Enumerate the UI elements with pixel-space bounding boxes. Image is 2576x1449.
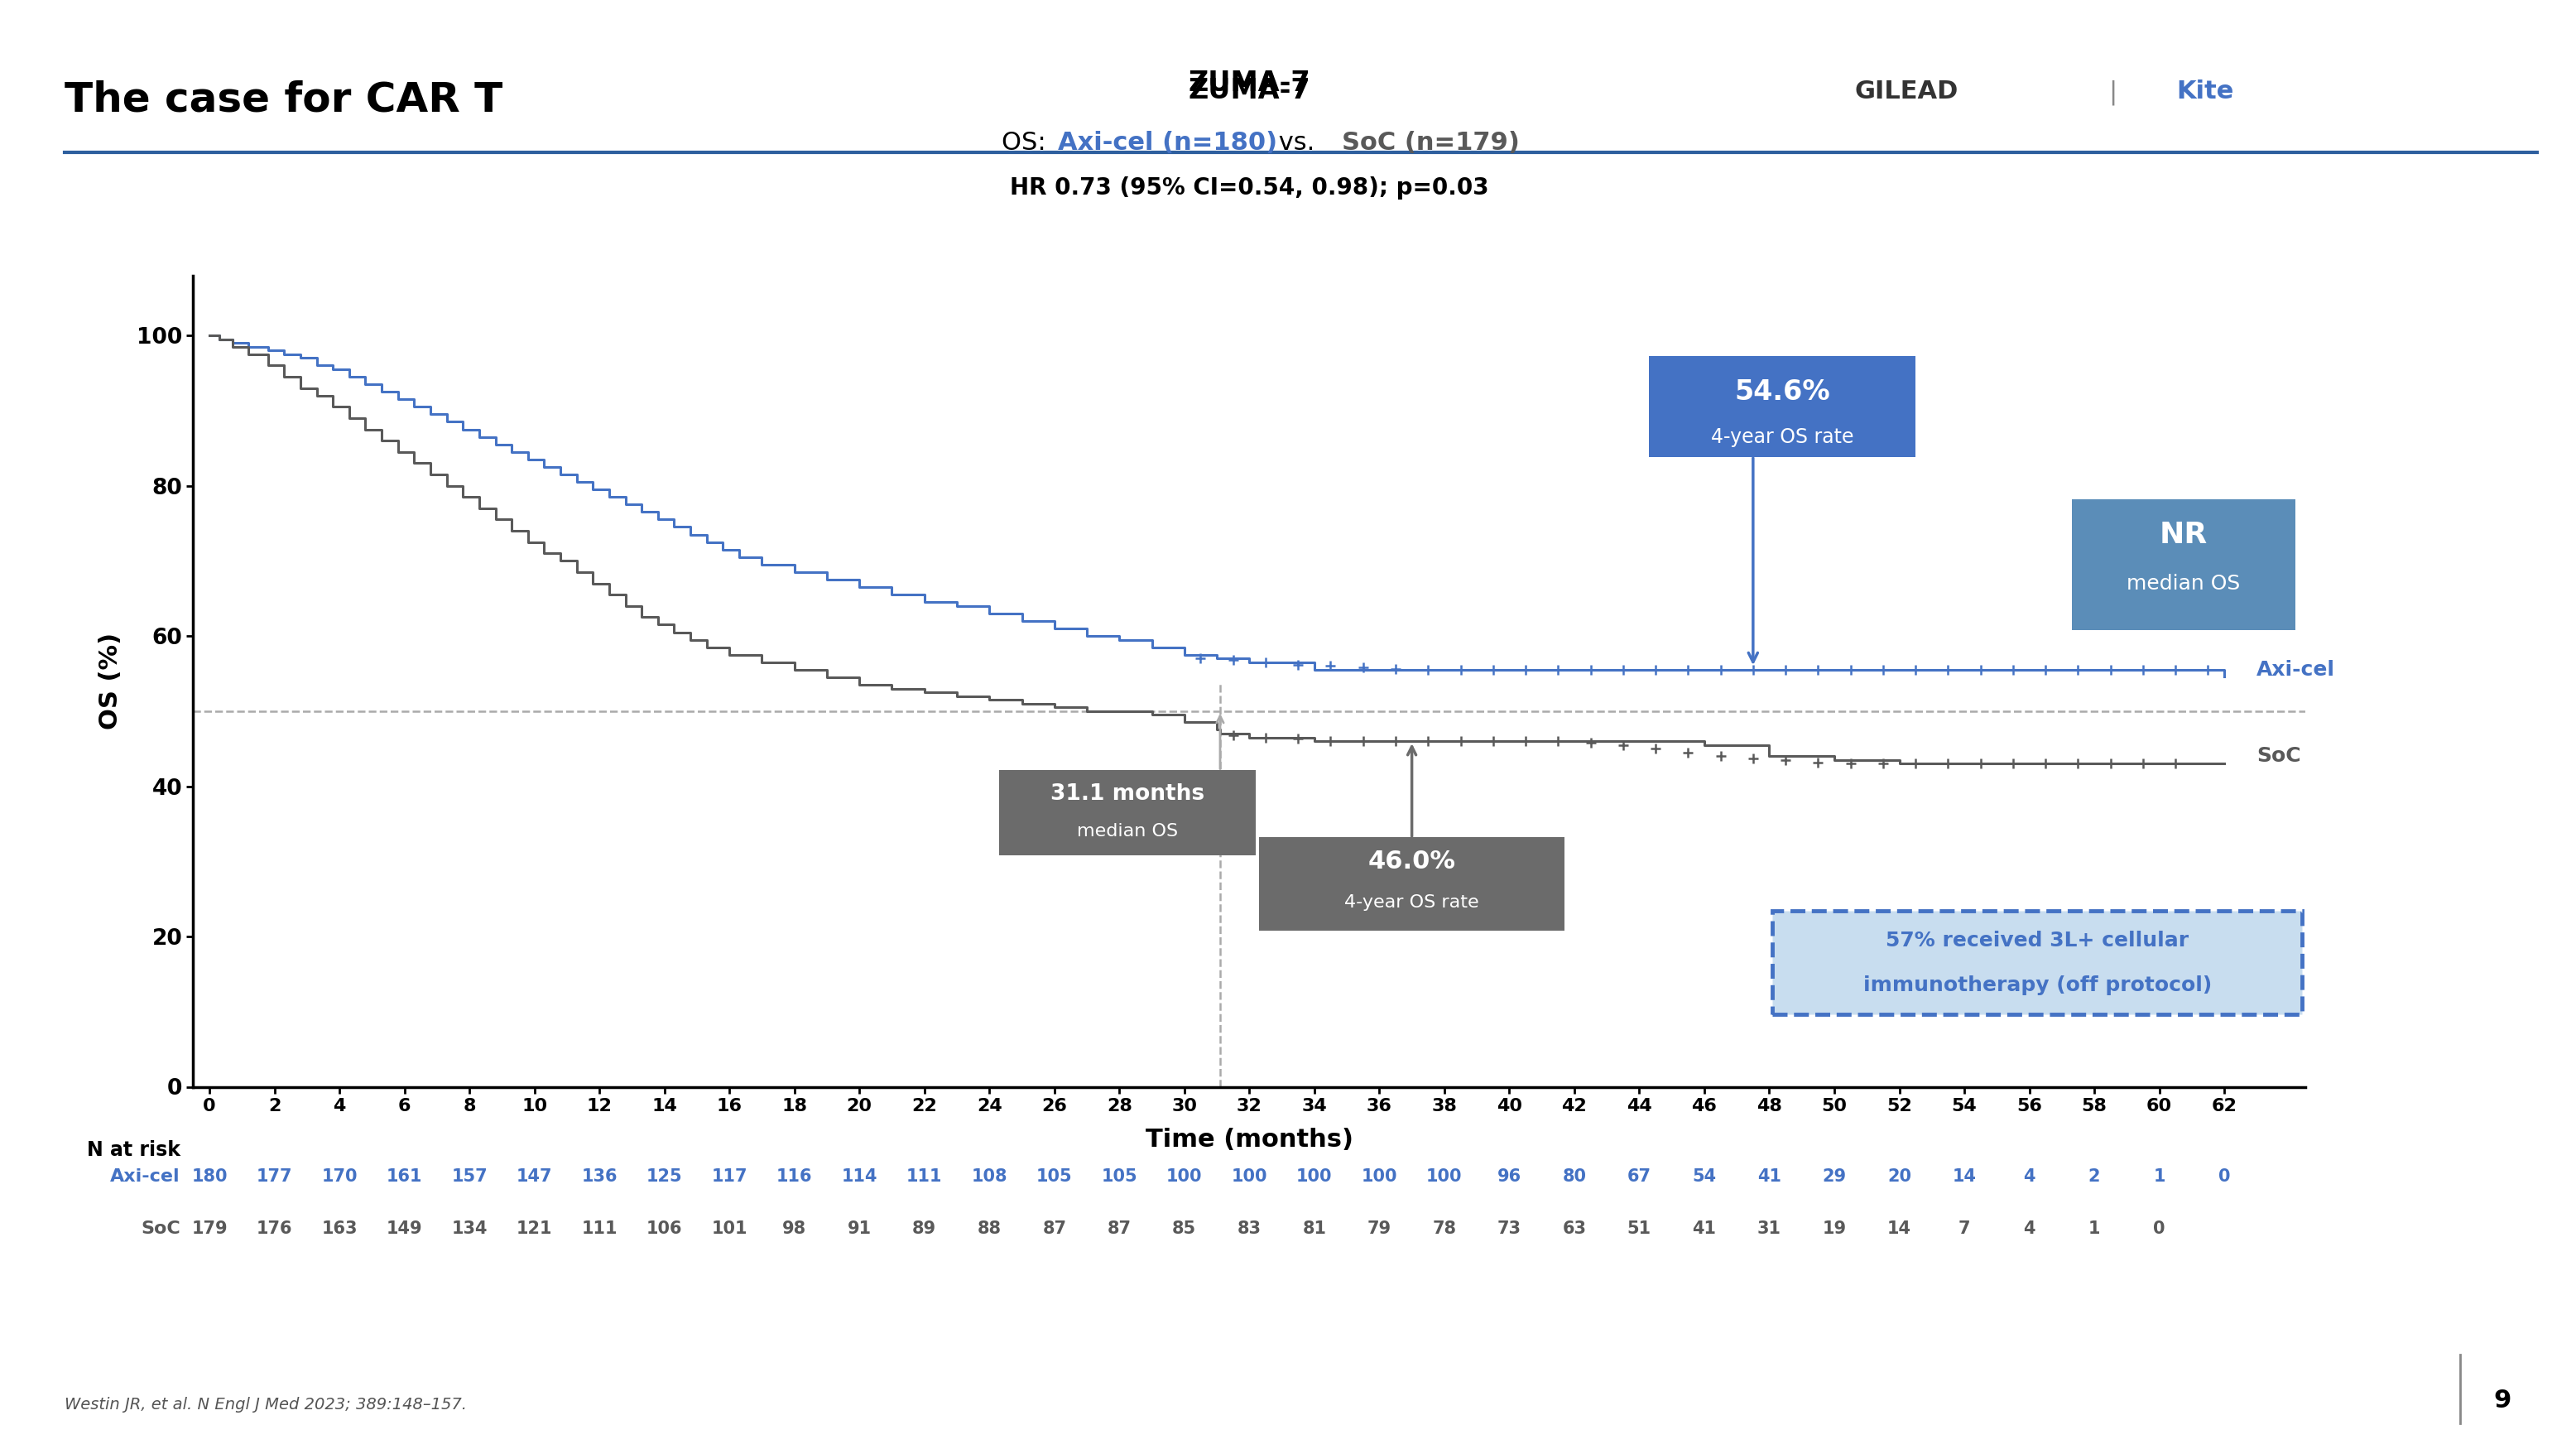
Text: 100: 100 bbox=[1167, 1168, 1203, 1185]
Text: 67: 67 bbox=[1628, 1168, 1651, 1185]
Text: Kite: Kite bbox=[2177, 80, 2233, 104]
Text: 100: 100 bbox=[1296, 1168, 1332, 1185]
Text: 14: 14 bbox=[1953, 1168, 1976, 1185]
Text: OS:: OS: bbox=[1002, 130, 1054, 155]
Text: HR 0.73 (95% CI=0.54, 0.98); p=0.03: HR 0.73 (95% CI=0.54, 0.98); p=0.03 bbox=[1010, 177, 1489, 200]
FancyBboxPatch shape bbox=[999, 769, 1257, 855]
Text: 111: 111 bbox=[582, 1220, 618, 1237]
Text: 41: 41 bbox=[1692, 1220, 1716, 1237]
Text: 100: 100 bbox=[1231, 1168, 1267, 1185]
Text: 170: 170 bbox=[322, 1168, 358, 1185]
Text: vs.: vs. bbox=[1270, 130, 1321, 155]
Text: 4-year OS rate: 4-year OS rate bbox=[1345, 894, 1479, 911]
Text: 106: 106 bbox=[647, 1220, 683, 1237]
Text: 80: 80 bbox=[1561, 1168, 1587, 1185]
Text: 0: 0 bbox=[2154, 1220, 2166, 1237]
Text: 88: 88 bbox=[976, 1220, 1002, 1237]
Text: SoC: SoC bbox=[142, 1220, 180, 1237]
Text: 19: 19 bbox=[1821, 1220, 1847, 1237]
Text: 125: 125 bbox=[647, 1168, 683, 1185]
Text: Axi-cel: Axi-cel bbox=[111, 1168, 180, 1185]
FancyBboxPatch shape bbox=[1772, 911, 2303, 1014]
Text: 136: 136 bbox=[582, 1168, 618, 1185]
Text: 105: 105 bbox=[1103, 1168, 1139, 1185]
Text: GILEAD: GILEAD bbox=[1855, 80, 1958, 104]
Text: The case for CAR T: The case for CAR T bbox=[64, 80, 502, 119]
Text: 111: 111 bbox=[907, 1168, 943, 1185]
Text: 81: 81 bbox=[1303, 1220, 1327, 1237]
Text: 177: 177 bbox=[258, 1168, 294, 1185]
Text: 1: 1 bbox=[2154, 1168, 2166, 1185]
Text: 31: 31 bbox=[1757, 1220, 1783, 1237]
Text: Axi-cel (n=180): Axi-cel (n=180) bbox=[1059, 130, 1278, 155]
Text: median OS: median OS bbox=[2128, 574, 2241, 593]
Text: 54.6%: 54.6% bbox=[1734, 378, 1829, 406]
Text: 101: 101 bbox=[711, 1220, 747, 1237]
Text: 89: 89 bbox=[912, 1220, 938, 1237]
Text: 96: 96 bbox=[1497, 1168, 1522, 1185]
Text: SoC (n=179): SoC (n=179) bbox=[1342, 130, 1520, 155]
Text: N at risk: N at risk bbox=[88, 1140, 180, 1161]
Text: 1: 1 bbox=[2089, 1220, 2099, 1237]
Text: 51: 51 bbox=[1628, 1220, 1651, 1237]
Text: 20: 20 bbox=[1888, 1168, 1911, 1185]
Text: 147: 147 bbox=[515, 1168, 551, 1185]
Text: 9: 9 bbox=[2494, 1388, 2512, 1413]
Text: 161: 161 bbox=[386, 1168, 422, 1185]
Text: 0: 0 bbox=[2218, 1168, 2231, 1185]
Text: immunotherapy (off protocol): immunotherapy (off protocol) bbox=[1862, 975, 2213, 995]
Text: 98: 98 bbox=[783, 1220, 806, 1237]
Text: 87: 87 bbox=[1043, 1220, 1066, 1237]
Text: 117: 117 bbox=[711, 1168, 747, 1185]
X-axis label: Time (months): Time (months) bbox=[1146, 1127, 1352, 1152]
Text: 4-year OS rate: 4-year OS rate bbox=[1710, 427, 1855, 446]
Text: 4: 4 bbox=[2022, 1220, 2035, 1237]
Text: 163: 163 bbox=[322, 1220, 358, 1237]
Text: 114: 114 bbox=[842, 1168, 878, 1185]
Text: 2: 2 bbox=[2089, 1168, 2099, 1185]
Text: Westin JR, et al. N Engl J Med 2023; 389:148–157.: Westin JR, et al. N Engl J Med 2023; 389… bbox=[64, 1397, 466, 1413]
Text: 79: 79 bbox=[1368, 1220, 1391, 1237]
Text: 63: 63 bbox=[1561, 1220, 1587, 1237]
Text: 41: 41 bbox=[1757, 1168, 1783, 1185]
Text: Axi-cel: Axi-cel bbox=[2257, 659, 2336, 680]
Text: 31.1 months: 31.1 months bbox=[1051, 782, 1206, 804]
Text: 87: 87 bbox=[1108, 1220, 1131, 1237]
Text: 91: 91 bbox=[848, 1220, 871, 1237]
FancyBboxPatch shape bbox=[1260, 838, 1564, 930]
Text: SoC: SoC bbox=[2257, 746, 2300, 767]
Text: median OS: median OS bbox=[1077, 823, 1177, 839]
Text: |: | bbox=[2107, 80, 2117, 104]
Text: 180: 180 bbox=[191, 1168, 227, 1185]
Text: 29: 29 bbox=[1821, 1168, 1847, 1185]
Text: 73: 73 bbox=[1497, 1220, 1522, 1237]
Text: 157: 157 bbox=[451, 1168, 487, 1185]
Text: 105: 105 bbox=[1036, 1168, 1072, 1185]
Text: 85: 85 bbox=[1172, 1220, 1195, 1237]
Text: ZUMA-7: ZUMA-7 bbox=[1188, 70, 1311, 97]
Text: 14: 14 bbox=[1888, 1220, 1911, 1237]
Text: 78: 78 bbox=[1432, 1220, 1455, 1237]
Text: 100: 100 bbox=[1427, 1168, 1463, 1185]
Text: 176: 176 bbox=[258, 1220, 294, 1237]
Text: 100: 100 bbox=[1360, 1168, 1396, 1185]
Y-axis label: OS (%): OS (%) bbox=[98, 633, 124, 729]
Text: 83: 83 bbox=[1236, 1220, 1262, 1237]
Text: 179: 179 bbox=[191, 1220, 227, 1237]
Text: 46.0%: 46.0% bbox=[1368, 849, 1455, 874]
Text: ZUMA-7: ZUMA-7 bbox=[1188, 77, 1311, 104]
Text: 54: 54 bbox=[1692, 1168, 1716, 1185]
Text: 121: 121 bbox=[515, 1220, 551, 1237]
Text: 57% received 3L+ cellular: 57% received 3L+ cellular bbox=[1886, 930, 2190, 951]
Text: 116: 116 bbox=[775, 1168, 811, 1185]
Text: 134: 134 bbox=[451, 1220, 487, 1237]
Text: 149: 149 bbox=[386, 1220, 422, 1237]
FancyBboxPatch shape bbox=[1649, 356, 1917, 456]
Text: 4: 4 bbox=[2022, 1168, 2035, 1185]
FancyBboxPatch shape bbox=[2071, 500, 2295, 630]
Text: 108: 108 bbox=[971, 1168, 1007, 1185]
Text: NR: NR bbox=[2159, 520, 2208, 549]
Text: 7: 7 bbox=[1958, 1220, 1971, 1237]
